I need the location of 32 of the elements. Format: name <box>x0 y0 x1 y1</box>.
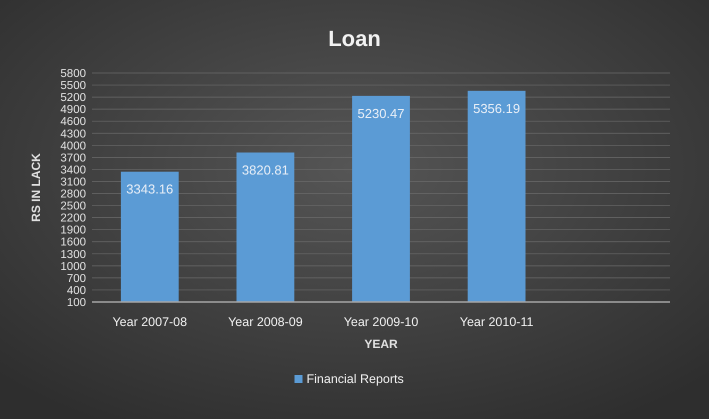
x-tick-label: Year 2007-08 <box>112 315 188 329</box>
x-tick-label: Year 2008-09 <box>228 315 303 329</box>
y-tick-label: 4600 <box>60 116 86 128</box>
y-tick-label: 4900 <box>60 104 86 116</box>
y-tick-label: 1300 <box>60 248 86 261</box>
y-tick-label: 2500 <box>60 200 86 213</box>
y-tick-label: 100 <box>66 297 86 309</box>
y-tick-label: 700 <box>66 272 86 285</box>
y-tick-label: 5200 <box>60 92 86 104</box>
data-label: 5230.47 <box>358 106 404 121</box>
y-tick-label: 2200 <box>60 212 86 225</box>
data-label: 3343.16 <box>126 182 174 197</box>
data-label: 3820.81 <box>242 162 289 178</box>
y-tick-label: 5500 <box>60 80 86 92</box>
y-axis-title: RS IN LACK <box>29 152 43 222</box>
y-tick-label: 4300 <box>60 128 86 140</box>
y-tick-label: 1900 <box>60 224 86 237</box>
x-tick-label: Year 2010-11 <box>460 315 534 329</box>
data-label: 5356.19 <box>473 100 520 116</box>
y-tick-label: 2800 <box>60 188 86 201</box>
legend-label: Financial Reports <box>306 372 404 386</box>
y-tick-label: 1000 <box>60 260 86 273</box>
x-tick-label: Year 2009-10 <box>344 315 418 329</box>
x-axis-title: YEAR <box>364 337 398 351</box>
y-tick-label: 3100 <box>60 176 86 188</box>
y-tick-label: 1600 <box>60 236 86 249</box>
chart-title: Loan <box>328 26 381 51</box>
y-tick-label: 3700 <box>60 152 86 164</box>
y-tick-label: 5800 <box>60 68 86 80</box>
y-tick-label: 4000 <box>60 140 86 152</box>
y-tick-label: 400 <box>66 284 86 297</box>
y-tick-label: 3400 <box>60 164 86 176</box>
